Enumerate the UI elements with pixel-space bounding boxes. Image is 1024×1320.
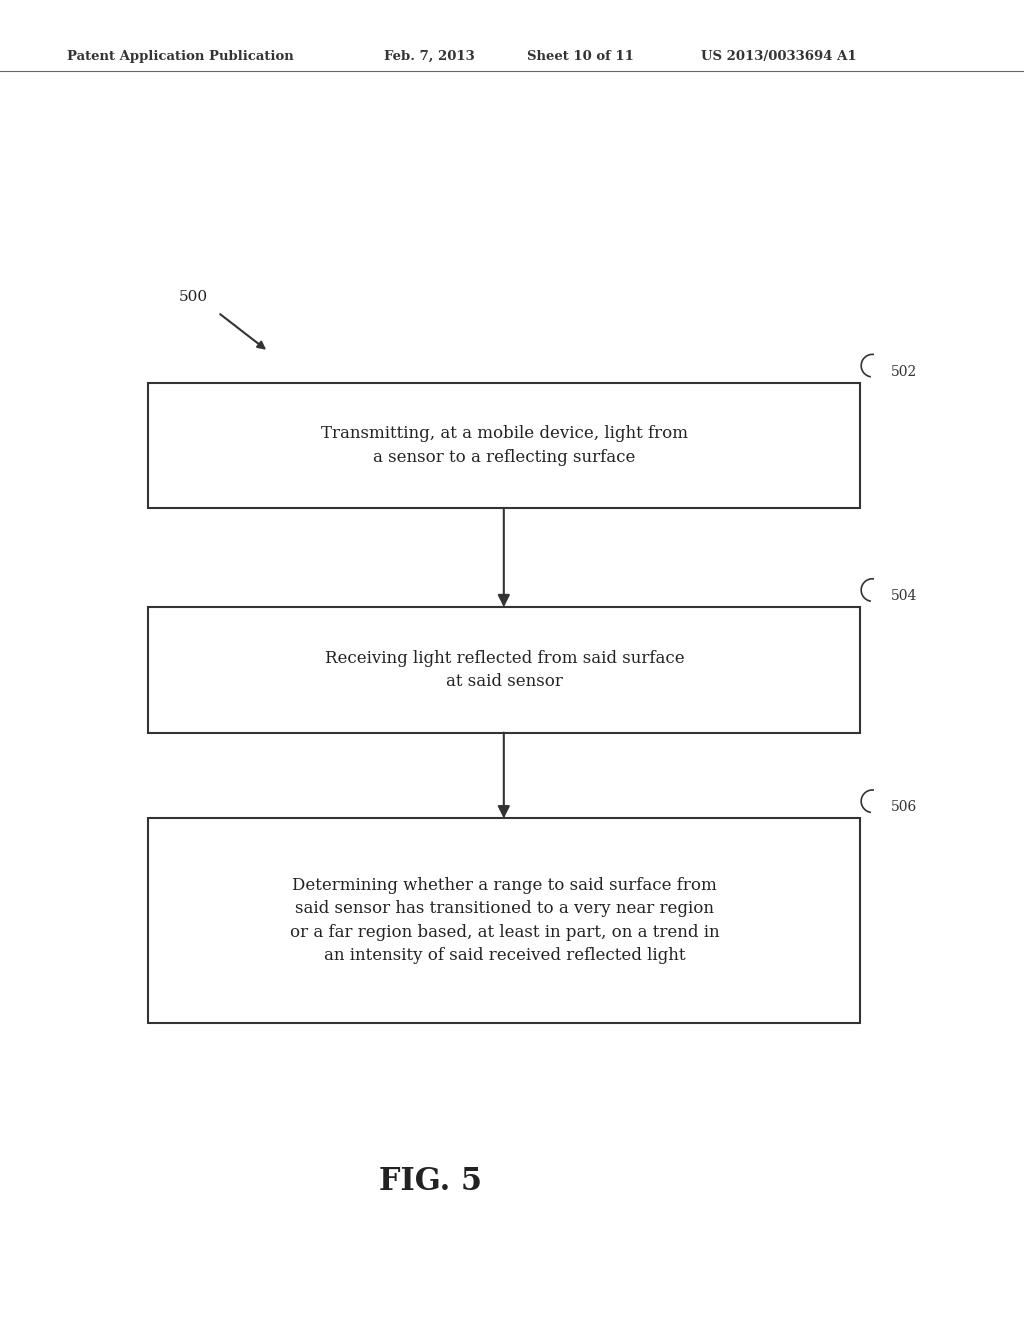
Text: Sheet 10 of 11: Sheet 10 of 11: [527, 50, 634, 63]
Text: Receiving light reflected from said surface
at said sensor: Receiving light reflected from said surf…: [325, 649, 684, 690]
Text: 506: 506: [891, 800, 918, 814]
Text: 500: 500: [179, 290, 208, 304]
FancyBboxPatch shape: [148, 607, 860, 733]
Text: 502: 502: [891, 364, 918, 379]
Text: Patent Application Publication: Patent Application Publication: [67, 50, 293, 63]
FancyBboxPatch shape: [148, 383, 860, 508]
Text: Feb. 7, 2013: Feb. 7, 2013: [384, 50, 475, 63]
Text: 504: 504: [891, 589, 918, 603]
FancyBboxPatch shape: [148, 818, 860, 1023]
Text: FIG. 5: FIG. 5: [379, 1166, 481, 1197]
Text: Transmitting, at a mobile device, light from
a sensor to a reflecting surface: Transmitting, at a mobile device, light …: [321, 425, 688, 466]
Text: US 2013/0033694 A1: US 2013/0033694 A1: [701, 50, 857, 63]
Text: Determining whether a range to said surface from
said sensor has transitioned to: Determining whether a range to said surf…: [290, 876, 719, 965]
